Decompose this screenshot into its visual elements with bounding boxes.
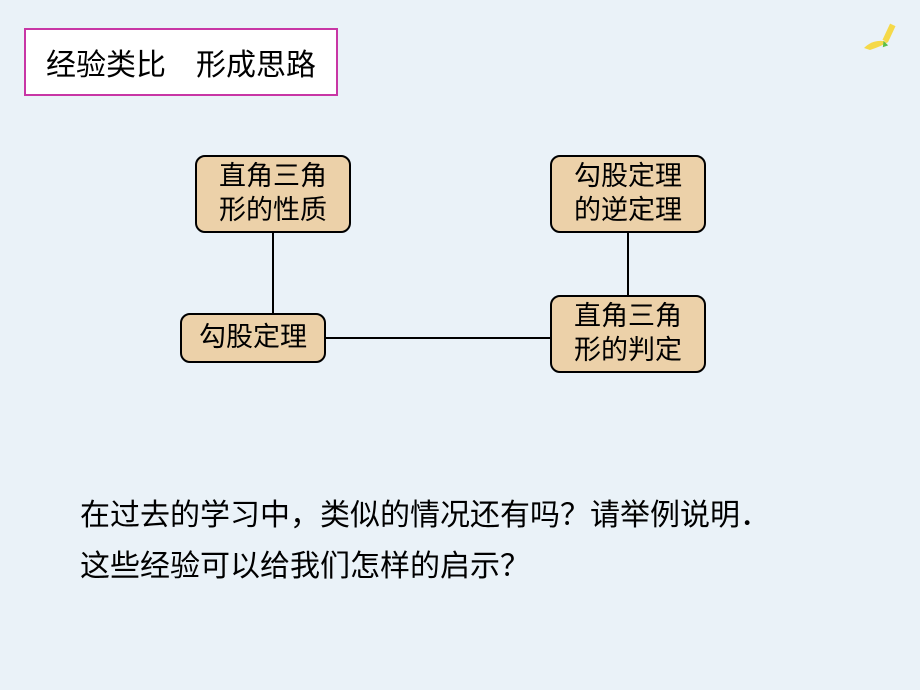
title-text: 经验类比 形成思路 [46,49,316,82]
edge-top-left-to-bottom-left [272,233,274,313]
title-box: 经验类比 形成思路 [24,28,338,96]
node-right-triangle-property: 直角三角 形的性质 [195,155,351,233]
edge-top-right-to-bottom-right [627,233,629,295]
question-line-2: 这些经验可以给我们怎样的启示？ [80,541,770,592]
node-label: 勾股定理 [199,321,307,355]
flowchart-diagram: 直角三角 形的性质 勾股定理 的逆定理 勾股定理 直角三角 形的判定 [180,155,740,425]
question-block: 在过去的学习中，类似的情况还有吗？请举例说明． 这些经验可以给我们怎样的启示？ [80,490,770,592]
edge-bottom-left-to-bottom-right [326,337,550,339]
question-line-1: 在过去的学习中，类似的情况还有吗？请举例说明． [80,490,770,541]
node-label: 直角三角 形的性质 [219,160,327,228]
pencil-swoosh-icon [862,20,902,60]
node-pythagorean-theorem: 勾股定理 [180,313,326,363]
node-right-triangle-judgment: 直角三角 形的判定 [550,295,706,373]
node-label: 勾股定理 的逆定理 [574,160,682,228]
node-label: 直角三角 形的判定 [574,300,682,368]
node-pythagorean-inverse: 勾股定理 的逆定理 [550,155,706,233]
